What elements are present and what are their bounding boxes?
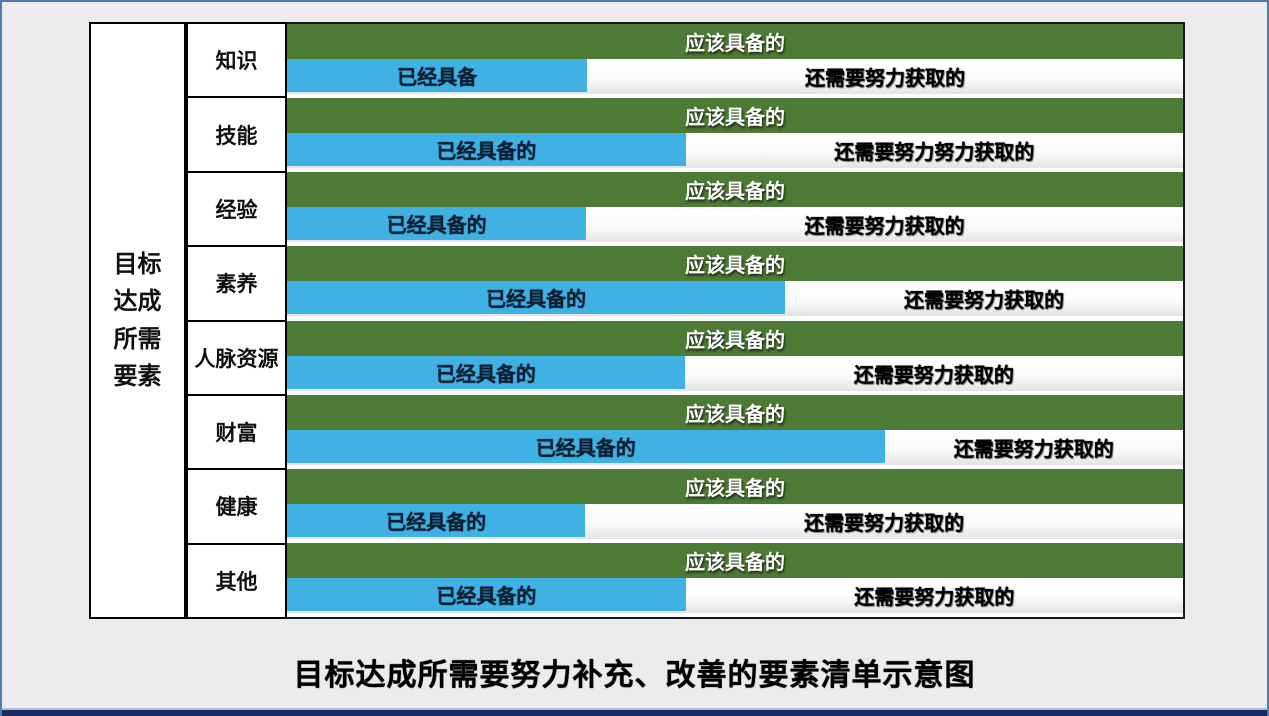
bars-area: 应该具备的 已经具备 还需要努力获取的 应该具备的 已经具备的 还需要努力努力获… (287, 22, 1185, 619)
already-have-label: 已经具备的 (436, 585, 537, 608)
should-have-label: 应该具备的 (685, 33, 785, 55)
progress-strip: 已经具备的 还需要努力获取的 (287, 503, 1183, 539)
need-to-acquire-area: 还需要努力获取的 (685, 356, 1183, 391)
should-have-label: 应该具备的 (685, 255, 785, 278)
progress-strip: 已经具备的 还需要努力获取的 (287, 207, 1183, 243)
need-to-acquire-label: 还需要努力获取的 (805, 68, 966, 90)
already-have-bar: 已经具备的 (287, 429, 885, 463)
should-have-bar: 应该具备的 (287, 98, 1183, 134)
category-column: 知识 技能 经验 素养 人脉资源 财富 健康 其他 (186, 22, 287, 619)
axis-group-title: 目标 达成 所需 要素 (114, 246, 162, 395)
caption-title: 目标达成所需要努力补充、改善的要素清单示意图 (293, 659, 976, 692)
axis-group-title-line: 达成 (113, 288, 162, 316)
category-label: 技能 (186, 96, 287, 173)
need-to-acquire-area: 还需要努力获取的 (586, 207, 1183, 242)
should-have-label: 应该具备的 (685, 329, 785, 352)
progress-strip: 已经具备的 还需要努力获取的 (287, 355, 1183, 391)
already-have-label: 已经具备 (397, 67, 478, 89)
need-to-acquire-label: 还需要努力获取的 (953, 438, 1114, 461)
already-have-bar: 已经具备的 (287, 577, 686, 611)
should-have-label: 应该具备的 (685, 551, 785, 574)
category-label: 人脉资源 (186, 319, 287, 396)
need-to-acquire-label: 还需要努力获取的 (854, 586, 1015, 609)
already-have-label: 已经具备的 (435, 363, 536, 386)
bar-row: 应该具备的 已经具备 还需要努力获取的 (287, 24, 1183, 98)
progress-strip: 已经具备的 还需要努力获取的 (287, 577, 1183, 613)
need-to-acquire-area: 还需要努力获取的 (885, 430, 1183, 465)
need-to-acquire-area: 还需要努力获取的 (585, 504, 1183, 539)
should-have-bar: 应该具备的 (287, 320, 1183, 356)
category-label: 其他 (186, 542, 287, 619)
already-have-bar: 已经具备的 (287, 503, 586, 537)
already-have-bar: 已经具备的 (287, 281, 786, 315)
axis-group-title-line: 所需 (113, 325, 162, 353)
should-have-label: 应该具备的 (685, 181, 785, 204)
category-label: 素养 (186, 245, 287, 322)
should-have-label: 应该具备的 (685, 107, 785, 130)
should-have-label: 应该具备的 (685, 477, 785, 500)
bar-row: 应该具备的 已经具备的 还需要努力获取的 (287, 320, 1183, 395)
should-have-bar: 应该具备的 (287, 24, 1183, 59)
category-label: 经验 (186, 170, 287, 248)
need-to-acquire-label: 还需要努力获取的 (804, 216, 965, 239)
category-label: 健康 (186, 468, 287, 545)
need-to-acquire-area: 还需要努力获取的 (686, 578, 1183, 613)
need-to-acquire-label: 还需要努力获取的 (804, 512, 965, 535)
category-label: 知识 (186, 22, 287, 99)
already-have-bar: 已经具备 (287, 59, 588, 92)
already-have-label: 已经具备的 (436, 141, 537, 164)
already-have-label: 已经具备的 (386, 511, 487, 534)
bar-row: 应该具备的 已经具备的 还需要努力努力获取的 (287, 98, 1183, 172)
already-have-bar: 已经具备的 (287, 133, 686, 167)
progress-strip: 已经具备的 还需要努力获取的 (287, 429, 1183, 465)
already-have-label: 已经具备的 (486, 289, 587, 312)
should-have-bar: 应该具备的 (287, 172, 1183, 208)
already-have-label: 已经具备的 (535, 437, 636, 460)
need-to-acquire-label: 还需要努力获取的 (853, 364, 1014, 387)
bar-row: 应该具备的 已经具备的 还需要努力获取的 (287, 172, 1183, 246)
bottom-accent-bar (2, 710, 1267, 716)
axis-group-title-line: 要素 (113, 362, 162, 390)
bar-row: 应该具备的 已经具备的 还需要努力获取的 (287, 542, 1183, 617)
should-have-bar: 应该具备的 (287, 246, 1183, 282)
need-to-acquire-area: 还需要努力获取的 (785, 281, 1183, 316)
bottom-accent-line (2, 708, 1267, 710)
bar-row: 应该具备的 已经具备的 还需要努力获取的 (287, 394, 1183, 469)
progress-strip: 已经具备的 还需要努力获取的 (287, 281, 1183, 317)
axis-group-title-line: 目标 (113, 251, 162, 279)
already-have-bar: 已经具备的 (287, 207, 587, 241)
need-to-acquire-area: 还需要努力努力获取的 (686, 133, 1183, 168)
bar-row: 应该具备的 已经具备的 还需要努力获取的 (287, 246, 1183, 320)
need-to-acquire-label: 还需要努力努力获取的 (834, 142, 1035, 165)
need-to-acquire-label: 还需要努力获取的 (904, 290, 1065, 313)
should-have-bar: 应该具备的 (287, 542, 1183, 578)
category-label: 财富 (186, 393, 287, 471)
need-to-acquire-area: 还需要努力获取的 (587, 59, 1183, 94)
bar-row: 应该具备的 已经具备的 还需要努力获取的 (287, 468, 1183, 543)
should-have-bar: 应该具备的 (287, 468, 1183, 504)
already-have-label: 已经具备的 (386, 215, 487, 238)
already-have-bar: 已经具备的 (287, 355, 685, 389)
should-have-label: 应该具备的 (685, 403, 785, 426)
axis-group-title-box: 目标 达成 所需 要素 (89, 22, 186, 619)
progress-strip: 已经具备 还需要努力获取的 (287, 59, 1183, 94)
should-have-bar: 应该具备的 (287, 394, 1183, 430)
progress-strip: 已经具备的 还需要努力努力获取的 (287, 133, 1183, 169)
